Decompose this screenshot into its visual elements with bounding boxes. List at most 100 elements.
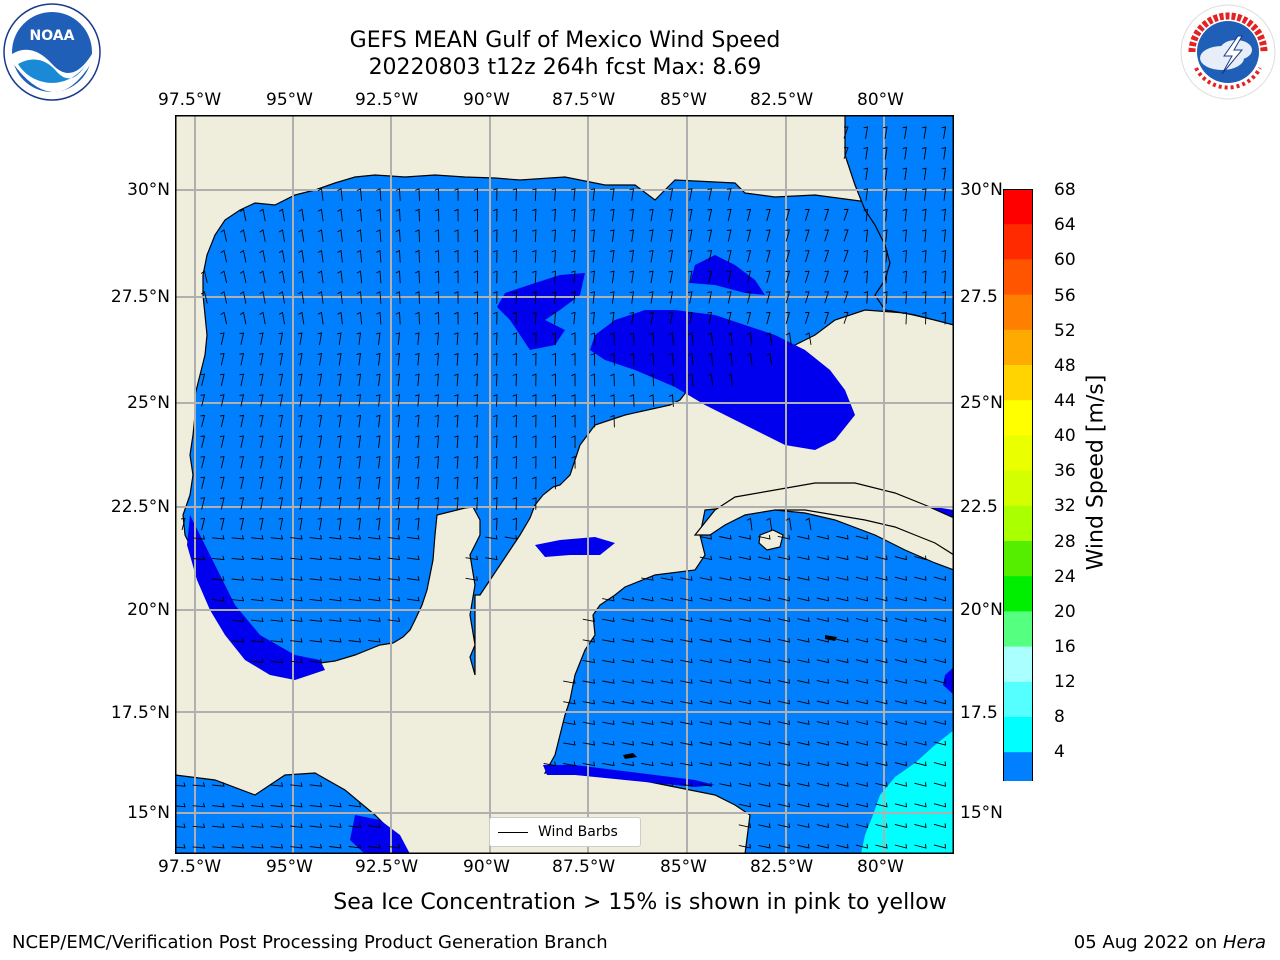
wind-barb: [414, 435, 420, 448]
wind-barb: [231, 637, 245, 643]
lon-label-bottom: 97.5°W: [158, 857, 222, 877]
wind-barb: [317, 208, 324, 222]
wind-barb: [843, 291, 849, 304]
wind-barb: [415, 208, 420, 222]
wind-barb: [415, 291, 420, 304]
wind-barb: [532, 373, 537, 387]
wind-barb: [298, 373, 303, 387]
wind-barb: [356, 311, 363, 325]
wind-barb: [356, 435, 362, 448]
wind-barb: [434, 414, 440, 428]
wind-barb: [688, 352, 694, 366]
wind-barb: [836, 823, 849, 828]
wind-barb: [493, 373, 498, 387]
wind-barb: [317, 249, 324, 263]
wind-barb: [582, 741, 596, 746]
wind-barb: [610, 332, 615, 346]
colorbar-scale: [1002, 189, 1034, 817]
wind-barb: [290, 637, 303, 643]
wind-barb: [582, 699, 596, 705]
wind-barb: [914, 679, 927, 684]
wind-barb: [590, 373, 596, 387]
wind-barb: [816, 679, 830, 684]
wind-barb: [816, 740, 830, 746]
wind-barb: [387, 555, 401, 561]
wind-barb: [532, 332, 537, 346]
wind-barb: [680, 679, 693, 684]
lat-label-left: 17.5°N: [110, 703, 170, 723]
chart-title-line2: 20220803 t12z 264h fcst Max: 8.69: [368, 55, 762, 80]
colorbar-segment: [1003, 646, 1033, 683]
colorbar-tick: 4: [1054, 742, 1065, 762]
wind-barb: [231, 843, 245, 849]
wind-barb: [914, 555, 927, 561]
wind-barb: [875, 555, 888, 561]
wind-barb: [192, 535, 206, 540]
wind-barb: [707, 229, 713, 242]
wind-barb: [200, 456, 206, 469]
wind-barb: [454, 229, 459, 243]
wind-barb: [414, 373, 420, 387]
wind-barb: [726, 188, 732, 201]
wind-barb: [941, 188, 947, 201]
wind-barb: [649, 352, 655, 366]
wind-barb: [563, 679, 576, 684]
wind-barb: [356, 476, 362, 490]
wind-barb: [473, 455, 478, 469]
colorbar-tick: 44: [1054, 391, 1076, 411]
wind-barb: [212, 843, 225, 849]
wind-barb: [175, 844, 186, 849]
wind-barb: [290, 596, 303, 602]
wind-barb: [894, 679, 908, 684]
wind-barb: [758, 658, 771, 664]
wind-barb: [473, 476, 478, 490]
wind-barb: [746, 270, 752, 283]
wind-barb: [941, 270, 946, 284]
wind-barb: [414, 455, 420, 469]
wind-barb: [882, 167, 888, 181]
wind-barb: [395, 394, 401, 407]
wind-barb: [894, 823, 908, 829]
wind-barb: [309, 843, 323, 849]
wind-barb: [668, 250, 674, 263]
wind-barb: [290, 843, 303, 849]
wind-barb: [726, 270, 732, 284]
wind-barb: [816, 802, 830, 808]
wind-barb: [649, 270, 654, 284]
wind-barb: [212, 555, 225, 561]
footer-host: Hera: [1222, 932, 1266, 953]
wind-barb: [387, 576, 401, 581]
wind-barb: [933, 658, 947, 664]
wind-barb: [356, 394, 362, 407]
wind-barb: [298, 291, 305, 304]
wind-barb: [376, 291, 382, 304]
wind-barb: [270, 843, 284, 849]
wind-barb: [175, 823, 186, 828]
wind-barb: [758, 843, 771, 849]
wind-barb: [649, 332, 655, 346]
wind-barb: [368, 555, 381, 561]
wind-barb: [855, 843, 869, 849]
wind-barb: [270, 617, 284, 622]
wind-barb: [804, 311, 810, 324]
wind-barb: [902, 249, 908, 263]
wind-barb: [836, 576, 849, 581]
wind-barb: [454, 270, 459, 284]
lon-label-bottom: 92.5°W: [355, 857, 419, 877]
wind-barb: [259, 311, 266, 325]
wind-barb: [337, 270, 343, 284]
colorbar-tick: 48: [1054, 356, 1076, 376]
wind-barb: [719, 761, 732, 767]
wind-barb: [337, 291, 343, 304]
wind-barb: [395, 249, 401, 263]
legend-line-icon: [498, 831, 528, 833]
lat-label-left: 27.5°N: [110, 287, 170, 307]
wind-barb: [219, 394, 225, 407]
wind-barb: [175, 802, 186, 808]
wind-barb: [758, 802, 771, 808]
wind-barb: [777, 782, 791, 787]
wind-barb: [309, 823, 323, 828]
wind-barb: [610, 352, 615, 366]
wind-barb: [824, 270, 830, 283]
wind-barb: [602, 699, 615, 705]
